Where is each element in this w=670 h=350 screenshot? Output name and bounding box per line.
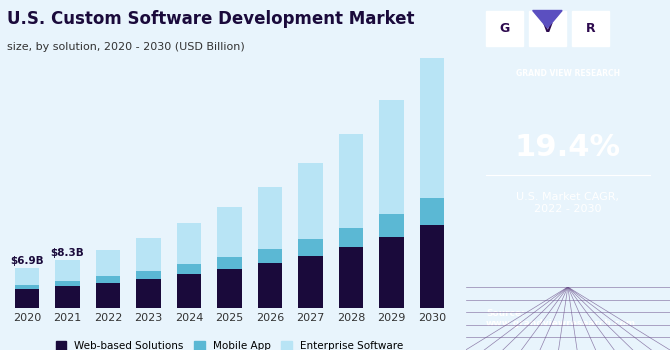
Text: size, by solution, 2020 - 2030 (USD Billion): size, by solution, 2020 - 2030 (USD Bill… <box>7 42 245 52</box>
Bar <box>420 58 444 198</box>
Bar <box>379 237 403 308</box>
Bar <box>96 250 120 276</box>
Text: $8.3B: $8.3B <box>50 248 84 258</box>
Text: Source:
www.grandviewresearch.com: Source: www.grandviewresearch.com <box>486 309 636 328</box>
Bar <box>136 238 161 271</box>
Bar <box>136 271 161 279</box>
Bar <box>15 268 39 285</box>
Bar <box>420 225 444 308</box>
Polygon shape <box>533 10 562 28</box>
Bar <box>136 279 161 308</box>
Bar <box>15 289 39 308</box>
Text: U.S. Market CAGR,
2022 - 2030: U.S. Market CAGR, 2022 - 2030 <box>517 192 619 214</box>
Text: $6.9B: $6.9B <box>10 256 44 266</box>
Bar <box>379 214 403 237</box>
Bar <box>258 187 282 248</box>
Bar <box>177 274 201 308</box>
Bar <box>339 228 363 247</box>
Bar <box>217 257 242 269</box>
Bar <box>15 285 39 289</box>
Bar <box>298 163 323 239</box>
FancyBboxPatch shape <box>529 10 565 46</box>
Bar <box>298 239 323 256</box>
Bar <box>96 283 120 308</box>
Bar <box>56 260 80 281</box>
Text: GRAND VIEW RESEARCH: GRAND VIEW RESEARCH <box>516 69 620 78</box>
Bar <box>379 100 403 214</box>
Bar <box>339 247 363 308</box>
Text: 19.4%: 19.4% <box>515 133 621 161</box>
FancyBboxPatch shape <box>572 10 608 46</box>
Bar <box>56 286 80 308</box>
Text: V: V <box>543 21 552 35</box>
Legend: Web-based Solutions, Mobile App, Enterprise Software: Web-based Solutions, Mobile App, Enterpr… <box>52 337 407 350</box>
Bar <box>177 264 201 274</box>
Text: G: G <box>499 21 510 35</box>
Bar <box>339 134 363 228</box>
Bar <box>96 276 120 283</box>
Bar <box>217 207 242 257</box>
Bar <box>56 281 80 286</box>
FancyBboxPatch shape <box>486 10 523 46</box>
Bar <box>258 248 282 262</box>
Bar <box>217 269 242 308</box>
Text: R: R <box>586 21 595 35</box>
Bar <box>177 223 201 264</box>
Bar <box>420 198 444 225</box>
Bar <box>298 256 323 308</box>
Bar <box>258 262 282 308</box>
Text: U.S. Custom Software Development Market: U.S. Custom Software Development Market <box>7 10 414 28</box>
